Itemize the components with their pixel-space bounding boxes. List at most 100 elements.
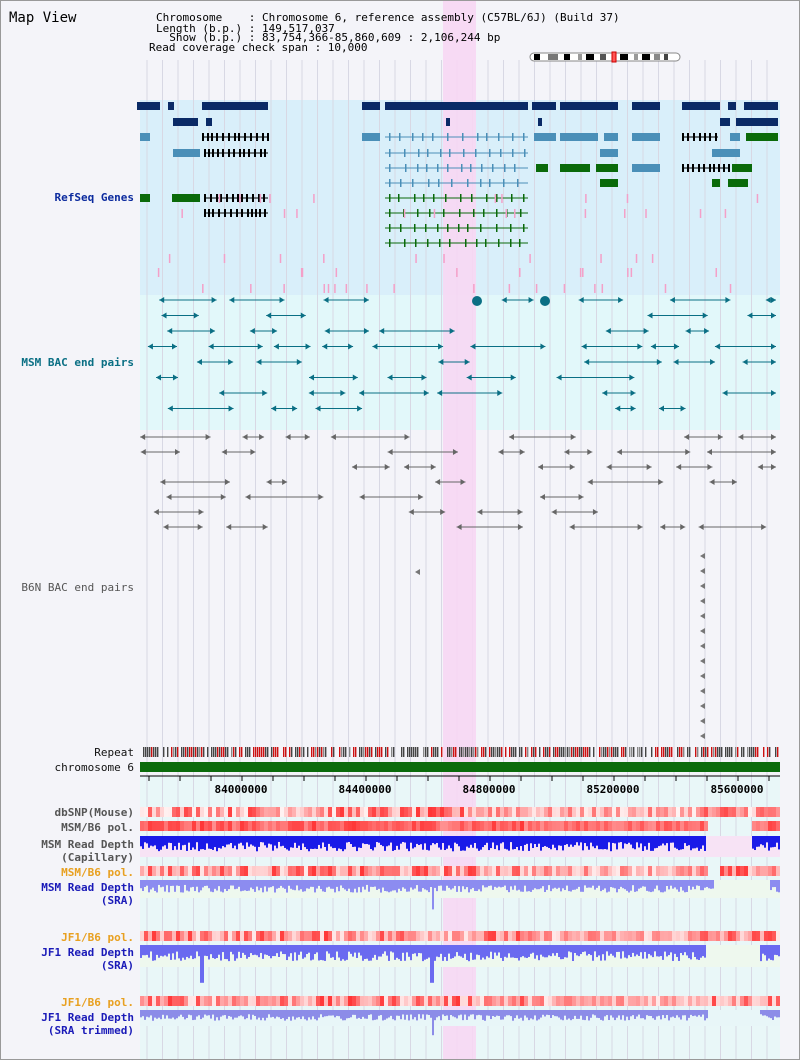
read-depth-bar bbox=[290, 945, 292, 954]
polymorphism-cell bbox=[676, 931, 680, 941]
repeat-element bbox=[253, 747, 255, 757]
read-depth-bar bbox=[362, 836, 364, 844]
polymorphism-cell bbox=[492, 807, 496, 817]
polymorphism-cell bbox=[728, 996, 732, 1006]
msm-bac-end-pairs-label[interactable]: MSM BAC end pairs bbox=[21, 356, 134, 369]
polymorphism-cell bbox=[324, 866, 328, 876]
read-depth-bar bbox=[150, 880, 152, 890]
repeat-element bbox=[665, 747, 667, 757]
read-depth-bar bbox=[594, 945, 596, 952]
read-depth-bar bbox=[480, 1010, 482, 1016]
polymorphism-cell bbox=[560, 866, 564, 876]
polymorphism-cell bbox=[204, 996, 208, 1006]
polymorphism-cell bbox=[640, 931, 644, 941]
bac-end-marker bbox=[262, 390, 268, 396]
repeat-element bbox=[715, 747, 717, 757]
polymorphism-cell bbox=[652, 807, 656, 817]
gene-block bbox=[720, 118, 730, 126]
read-depth-bar bbox=[500, 880, 502, 888]
repeat-element bbox=[623, 747, 625, 757]
read-depth-bar bbox=[262, 945, 264, 959]
polymorphism-cell bbox=[656, 807, 660, 817]
repeat-element bbox=[713, 747, 715, 757]
polymorphism-cell bbox=[636, 821, 640, 831]
read-depth-bar bbox=[182, 1010, 184, 1017]
read-depth-bar bbox=[240, 880, 242, 892]
gene-exon bbox=[451, 179, 453, 187]
read-depth-bar bbox=[650, 1010, 652, 1016]
msm-b6-pol-sra-label[interactable]: MSM/B6 pol. bbox=[61, 866, 134, 879]
polymorphism-cell bbox=[244, 807, 248, 817]
repeat-element bbox=[325, 747, 327, 757]
read-depth-bar bbox=[610, 880, 612, 888]
repeat-element bbox=[539, 747, 541, 757]
read-depth-bar bbox=[216, 880, 218, 891]
read-depth-bar bbox=[242, 945, 244, 953]
repeat-element bbox=[451, 747, 453, 757]
read-depth-bar bbox=[692, 1010, 694, 1017]
read-depth-bar bbox=[162, 836, 164, 847]
refseq-genes-label[interactable]: RefSeq Genes bbox=[54, 191, 134, 204]
read-depth-bar bbox=[296, 880, 298, 886]
read-depth-bar bbox=[334, 836, 336, 848]
read-depth-bar bbox=[258, 880, 260, 891]
repeat-element bbox=[361, 747, 363, 757]
read-depth-bar bbox=[568, 1010, 570, 1019]
polymorphism-cell bbox=[692, 931, 696, 941]
read-depth-bar bbox=[196, 836, 198, 843]
read-depth-bar bbox=[176, 1010, 178, 1019]
read-depth-bar bbox=[270, 836, 272, 845]
b6n-bac-end-pairs-label[interactable]: B6N BAC end pairs bbox=[21, 581, 134, 594]
refseq-marker bbox=[756, 194, 759, 203]
msm-read-depth-sra-label[interactable]: MSM Read Depth (SRA) bbox=[41, 881, 134, 907]
polymorphism-cell bbox=[732, 807, 736, 817]
polymorphism-cell bbox=[400, 996, 404, 1006]
read-depth-bar bbox=[286, 836, 288, 850]
polymorphism-heat-strip bbox=[140, 996, 780, 1006]
polymorphism-cell bbox=[604, 807, 608, 817]
polymorphism-cell bbox=[648, 996, 652, 1006]
repeat-element bbox=[219, 747, 221, 757]
read-depth-bar bbox=[402, 945, 404, 953]
read-depth-bar bbox=[372, 836, 374, 851]
polymorphism-cell bbox=[208, 807, 212, 817]
jf1-read-depth-sra-label[interactable]: JF1 Read Depth (SRA) bbox=[41, 946, 134, 972]
read-depth-bar bbox=[588, 836, 590, 850]
read-depth-bar bbox=[260, 880, 262, 888]
read-depth-bar bbox=[276, 880, 278, 889]
refseq-marker bbox=[218, 194, 221, 203]
jf1-read-depth-trimmed-label[interactable]: JF1 Read Depth (SRA trimmed) bbox=[41, 1011, 134, 1037]
read-depth-bar bbox=[368, 945, 370, 961]
jf1-b6-pol-trimmed-label[interactable]: JF1/B6 pol. bbox=[61, 996, 134, 1009]
bac-end-marker bbox=[714, 343, 720, 350]
msm-b6-pol-capillary-label[interactable]: MSM/B6 pol. bbox=[61, 821, 134, 834]
read-depth-bar bbox=[778, 945, 780, 957]
polymorphism-cell bbox=[712, 996, 716, 1006]
repeat-element bbox=[605, 747, 607, 757]
polymorphism-cell bbox=[644, 931, 648, 941]
read-depth-bar bbox=[604, 1010, 606, 1017]
bac-end-marker bbox=[140, 449, 146, 455]
dbsnp-mouse-label[interactable]: dbSNP(Mouse) bbox=[54, 806, 134, 819]
repeat-element bbox=[145, 747, 147, 757]
msm-read-depth-capillary-label[interactable]: MSM Read Depth (Capillary) bbox=[41, 838, 134, 864]
ideogram-band bbox=[534, 54, 540, 60]
polymorphism-cell bbox=[576, 866, 580, 876]
polymorphism-cell bbox=[724, 931, 728, 941]
polymorphism-cell bbox=[564, 807, 568, 817]
read-depth-bar bbox=[292, 1010, 294, 1017]
ideogram-band bbox=[620, 54, 628, 60]
read-depth-bar bbox=[192, 880, 194, 887]
polymorphism-cell bbox=[160, 821, 164, 831]
read-depth-bar bbox=[184, 836, 186, 845]
repeat-element bbox=[175, 747, 177, 757]
read-depth-bar bbox=[446, 880, 448, 886]
bac-end-marker bbox=[161, 312, 167, 319]
read-depth-bar bbox=[542, 945, 544, 957]
read-depth-bar bbox=[340, 945, 342, 961]
read-depth-bar bbox=[770, 836, 772, 848]
jf1-b6-pol-sra-label[interactable]: JF1/B6 pol. bbox=[61, 931, 134, 944]
refseq-marker bbox=[202, 284, 204, 293]
